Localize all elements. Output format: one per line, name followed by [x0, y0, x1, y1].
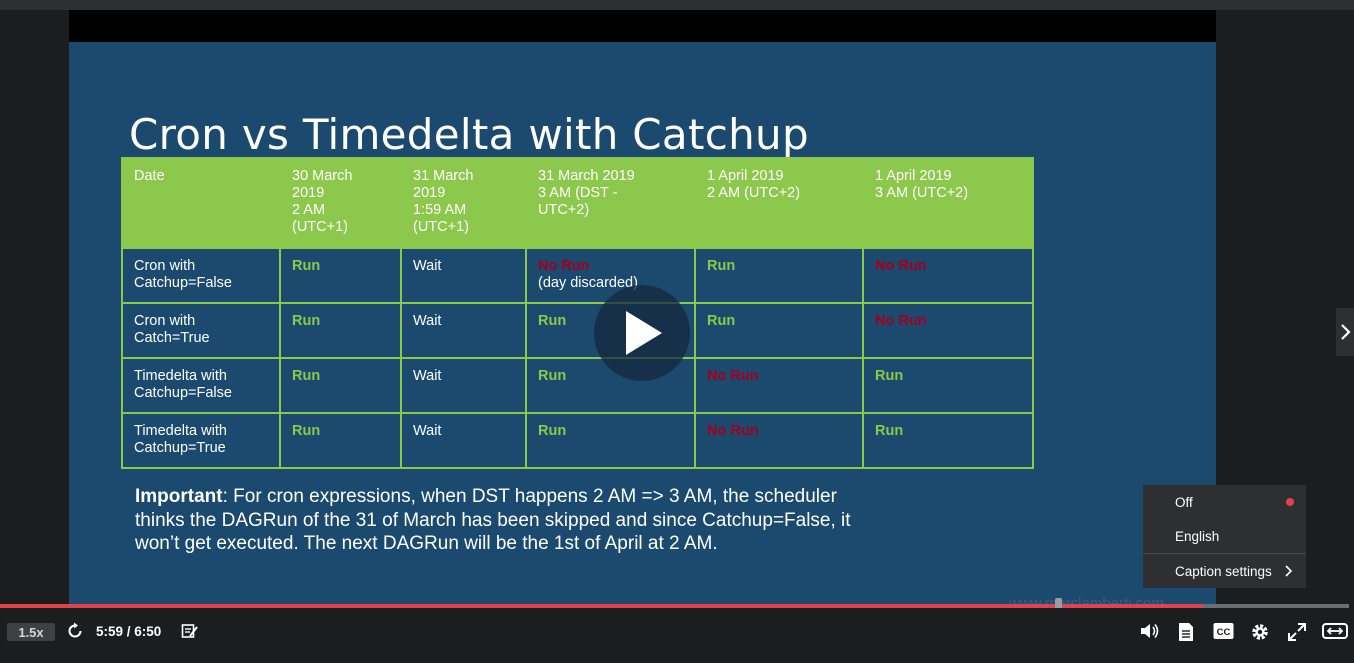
row-label: Timedelta with Catchup=False [121, 357, 281, 414]
comparison-table: Date 30 March 2019 2 AM (UTC+1) 31 March 201… [121, 157, 1034, 469]
table-cell: Run [279, 247, 402, 304]
row-label: Cron with Catchup=False [121, 247, 281, 304]
transcript-edit-icon[interactable] [181, 622, 199, 640]
selected-indicator [1286, 498, 1294, 506]
table-row: Cron with Catch=True Run Wait Run Run No … [121, 302, 1034, 359]
top-bar [0, 0, 1354, 10]
table-header-cell: 30 March 2019 2 AM (UTC+1) [279, 157, 402, 249]
svg-text:CC: CC [1217, 627, 1231, 638]
table-cell: Run [279, 357, 402, 414]
cell-note: (day discarded) [538, 275, 638, 291]
row-label: Cron with Catch=True [121, 302, 281, 359]
table-cell: Wait [400, 247, 527, 304]
video-player[interactable]: Cron vs Timedelta with Catchup Date 30 M… [69, 10, 1216, 622]
rewind-icon[interactable] [66, 622, 84, 640]
table-cell: No Run [862, 302, 1034, 359]
transcript-icon[interactable] [1177, 622, 1195, 642]
slide-title: Cron vs Timedelta with Catchup [129, 110, 809, 159]
important-note: Important: For cron expressions, when DS… [135, 485, 855, 556]
note-bold-label: Important [135, 486, 223, 507]
table-cell: Run [525, 412, 696, 469]
table-row: Timedelta with Catchup=True Run Wait Run … [121, 412, 1034, 469]
table-cell: No Run [862, 247, 1034, 304]
volume-icon[interactable] [1140, 622, 1160, 640]
table-cell: Wait [400, 412, 527, 469]
table-cell: Run [862, 412, 1034, 469]
table-cell: Run [694, 302, 864, 359]
fullscreen-icon[interactable] [1287, 622, 1307, 642]
caption-option-off[interactable]: Off [1143, 485, 1306, 519]
table-header-cell: Date [121, 157, 281, 249]
menu-divider [1143, 553, 1306, 554]
progress-handle[interactable] [1055, 598, 1062, 610]
table-cell: Wait [400, 302, 527, 359]
caption-option-english[interactable]: English [1175, 528, 1220, 544]
settings-gear-icon[interactable] [1250, 622, 1270, 642]
table-cell: No Run [694, 412, 864, 469]
table-cell: Run [694, 247, 864, 304]
table-cell: No Run [694, 357, 864, 414]
next-lecture-button[interactable] [1336, 308, 1354, 356]
table-header-cell: 1 April 2019 2 AM (UTC+2) [694, 157, 864, 249]
chevron-right-icon [1285, 565, 1292, 577]
play-button[interactable] [594, 285, 690, 381]
progress-fill [0, 604, 1204, 608]
chevron-right-icon [1341, 324, 1351, 340]
caption-settings-item[interactable]: Caption settings [1143, 554, 1306, 588]
time-display: 5:59 / 6:50 [96, 624, 162, 639]
note-text: : For cron expressions, when DST happens… [135, 486, 851, 554]
closed-captions-icon[interactable]: CC [1213, 622, 1234, 640]
table-cell: Wait [400, 357, 527, 414]
table-cell: Run [279, 412, 402, 469]
table-header-cell: 31 March 2019 1:59 AM (UTC+1) [400, 157, 527, 249]
table-cell: Run [862, 357, 1034, 414]
playback-speed-button[interactable]: 1.5x [7, 623, 55, 641]
row-label: Timedelta with Catchup=True [121, 412, 281, 469]
table-header-cell: 31 March 2019 3 AM (DST - UTC+2) [525, 157, 696, 249]
table-header-row: Date 30 March 2019 2 AM (UTC+1) 31 March 201… [121, 157, 1034, 249]
expand-icon[interactable] [1322, 622, 1348, 640]
player-controls: 1.5x 5:59 / 6:50 CC [0, 608, 1354, 663]
progress-bar[interactable] [0, 604, 1349, 608]
video-letterbox [69, 10, 1216, 42]
table-header-cell: 1 April 2019 3 AM (UTC+2) [862, 157, 1034, 249]
table-row: Timedelta with Catchup=False Run Wait Run… [121, 357, 1034, 414]
captions-menu: Off English Caption settings [1143, 485, 1306, 588]
table-cell: Run [279, 302, 402, 359]
play-icon [626, 311, 662, 355]
table-row: Cron with Catchup=False Run Wait No Run (d… [121, 247, 1034, 304]
